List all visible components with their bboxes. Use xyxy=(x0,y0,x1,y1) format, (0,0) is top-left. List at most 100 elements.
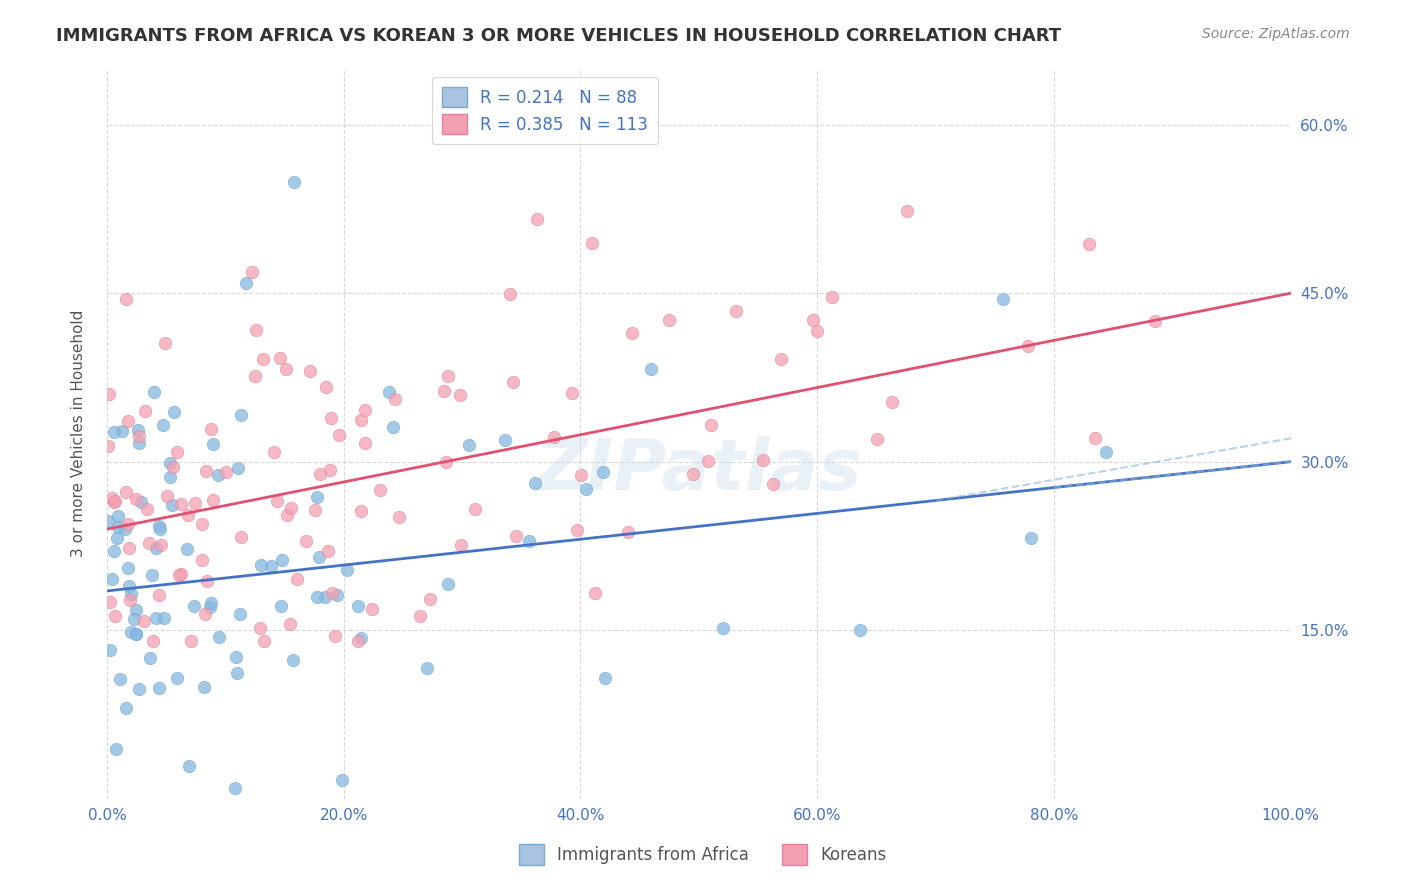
Point xyxy=(200,421,222,435)
Point xyxy=(193,680,215,694)
Point xyxy=(202,493,225,508)
Point xyxy=(245,368,267,383)
Point xyxy=(865,432,887,446)
Point xyxy=(307,490,329,504)
Point xyxy=(224,780,246,795)
Point xyxy=(180,634,202,648)
Point xyxy=(711,621,734,635)
Point xyxy=(434,455,457,469)
Point xyxy=(142,384,165,399)
Point xyxy=(896,203,918,218)
Point xyxy=(458,438,481,452)
Point xyxy=(249,621,271,635)
Point xyxy=(319,463,342,477)
Point xyxy=(700,417,723,432)
Point xyxy=(138,536,160,550)
Point xyxy=(361,602,384,616)
Point xyxy=(567,524,589,538)
Point xyxy=(197,574,219,589)
Point xyxy=(409,609,432,624)
Point xyxy=(104,608,127,623)
Point xyxy=(98,643,121,657)
Point xyxy=(319,410,342,425)
Point xyxy=(231,408,253,422)
Point xyxy=(583,586,606,600)
Point xyxy=(326,588,349,602)
Point xyxy=(1017,339,1039,353)
Point xyxy=(416,661,439,675)
Point xyxy=(276,508,298,522)
Point xyxy=(177,508,200,522)
Point xyxy=(253,634,276,648)
Point xyxy=(97,514,120,528)
Point xyxy=(801,313,824,327)
Point xyxy=(163,405,186,419)
Point xyxy=(105,532,128,546)
Point xyxy=(152,418,174,433)
Point xyxy=(321,586,343,600)
Point xyxy=(245,323,267,337)
Point xyxy=(191,553,214,567)
Point xyxy=(97,439,120,453)
Point xyxy=(346,599,368,613)
Point xyxy=(101,491,124,505)
Point xyxy=(176,541,198,556)
Point xyxy=(561,385,583,400)
Point xyxy=(207,467,229,482)
Point xyxy=(354,403,377,417)
Point xyxy=(128,435,150,450)
Point xyxy=(526,212,548,227)
Point xyxy=(581,236,603,251)
Point xyxy=(325,630,347,644)
Point xyxy=(263,444,285,458)
Point xyxy=(166,445,188,459)
Point xyxy=(101,572,124,586)
Point xyxy=(569,467,592,482)
Point xyxy=(330,772,353,787)
Point xyxy=(593,671,616,685)
Point xyxy=(252,351,274,366)
Point xyxy=(134,404,156,418)
Point xyxy=(384,392,406,406)
Point xyxy=(280,500,302,515)
Point xyxy=(592,465,614,479)
Point xyxy=(523,476,546,491)
Point xyxy=(278,617,301,632)
Point xyxy=(142,634,165,648)
Point xyxy=(281,653,304,667)
Point xyxy=(148,519,170,533)
Point xyxy=(107,509,129,524)
Point xyxy=(299,364,322,378)
Point xyxy=(225,666,247,681)
Point xyxy=(381,420,404,434)
Point xyxy=(111,424,134,438)
Point xyxy=(159,457,181,471)
Point xyxy=(194,607,217,622)
Point xyxy=(697,454,720,468)
Point xyxy=(125,626,148,640)
Point xyxy=(129,495,152,509)
Point xyxy=(1078,236,1101,251)
Point xyxy=(235,276,257,290)
Text: ZIPatlas: ZIPatlas xyxy=(536,435,862,505)
Point xyxy=(141,568,163,582)
Point xyxy=(114,701,136,715)
Point xyxy=(160,498,183,512)
Point xyxy=(1143,313,1166,327)
Text: IMMIGRANTS FROM AFRICA VS KOREAN 3 OR MORE VEHICLES IN HOUSEHOLD CORRELATION CHA: IMMIGRANTS FROM AFRICA VS KOREAN 3 OR MO… xyxy=(56,27,1062,45)
Point xyxy=(240,265,263,279)
Point xyxy=(215,466,238,480)
Point xyxy=(117,579,139,593)
Point xyxy=(350,504,373,518)
Point xyxy=(315,590,337,604)
Point xyxy=(305,590,328,604)
Point xyxy=(229,530,252,544)
Point xyxy=(107,519,129,533)
Point xyxy=(682,467,704,482)
Point xyxy=(505,528,527,542)
Point xyxy=(368,483,391,498)
Point xyxy=(519,533,541,548)
Point xyxy=(179,758,201,772)
Point xyxy=(149,522,172,536)
Point xyxy=(287,572,309,586)
